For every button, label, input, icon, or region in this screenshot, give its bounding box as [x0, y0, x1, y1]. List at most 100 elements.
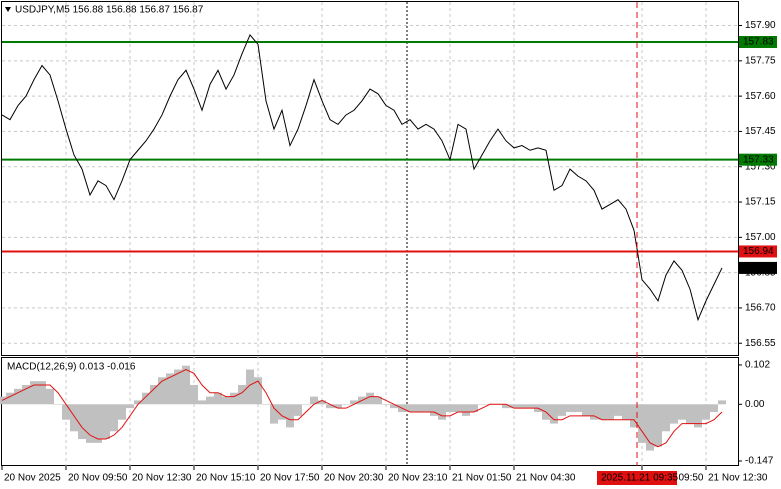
histogram-bar	[150, 385, 158, 405]
histogram-bar	[30, 381, 38, 405]
x-tick-label: 20 Nov 17:50	[260, 473, 320, 484]
level-label: 157.33	[743, 154, 774, 165]
histogram-bar	[214, 392, 222, 405]
y-tick-label: 156.70	[745, 303, 776, 314]
histogram-bar	[142, 392, 150, 405]
y-tick-label: 157.00	[745, 232, 776, 243]
histogram-bar	[582, 404, 590, 416]
histogram-bar	[622, 404, 630, 420]
last-price-tag	[739, 261, 777, 274]
histogram-bar	[550, 404, 558, 424]
y-tick-label: 157.90	[745, 20, 776, 31]
histogram-bar	[94, 404, 102, 443]
level-tag	[739, 36, 777, 49]
y-tick-label: 157.30	[745, 161, 776, 172]
y-tick-label: 0.102	[745, 360, 770, 371]
histogram-bar	[318, 400, 326, 405]
histogram-bar	[126, 404, 134, 409]
chart-title: USDJPY,M5 156.88 156.88 156.87 156.87	[15, 5, 204, 16]
y-tick-label: 157.15	[745, 197, 776, 208]
histogram-bar	[430, 404, 438, 416]
histogram-bar	[6, 392, 14, 405]
histogram-bar	[406, 404, 414, 412]
x-tick-label: 21 Nov 04:30	[516, 473, 576, 484]
level-label: 157.83	[743, 37, 774, 48]
plot	[0, 34, 738, 451]
price-frame	[1, 1, 739, 356]
y-tick-label: 157.45	[745, 126, 776, 137]
histogram-bar	[510, 404, 518, 409]
histogram-bar	[294, 404, 302, 416]
histogram-bar	[54, 404, 62, 405]
x-tick-label: 21 Nov 12:30	[708, 473, 768, 484]
histogram-bar	[654, 404, 662, 447]
histogram-bar	[438, 404, 446, 420]
histogram-bar	[446, 404, 454, 412]
histogram-bar	[102, 404, 110, 439]
histogram-bar	[62, 404, 70, 420]
y-tick-label: 156.55	[745, 338, 776, 349]
histogram-bar	[286, 404, 294, 428]
histogram-bar	[342, 404, 350, 405]
histogram-bar	[118, 404, 126, 420]
histogram-bar	[302, 404, 310, 405]
histogram-bar	[462, 404, 470, 416]
histogram-bar	[270, 404, 278, 424]
histogram-bar	[718, 400, 726, 405]
histogram-bar	[662, 404, 670, 432]
histogram-bar	[246, 369, 254, 405]
histogram-bar	[686, 404, 694, 424]
axes: 157.90 157.75 157.60 157.45 157.30 157.15 157.…	[1, 20, 777, 485]
price-line	[1, 34, 723, 322]
histogram-bar	[478, 404, 486, 405]
histogram-bar	[278, 404, 286, 420]
y-tick-label: 157.75	[745, 55, 776, 66]
histogram-bar	[222, 396, 230, 405]
x-tick-label: 20 Nov 2025	[4, 473, 61, 484]
x-tick-label: 20 Nov 12:30	[132, 473, 192, 484]
histogram-bar	[414, 404, 422, 412]
histogram-bar	[262, 404, 270, 405]
histogram-bar	[238, 385, 246, 405]
y-tick-label: 0.00	[745, 399, 765, 410]
macd-title: MACD(12,26,9) 0.013 -0.016	[7, 362, 136, 373]
histogram-bar	[646, 404, 654, 451]
histogram-bar	[38, 381, 46, 405]
histogram-bar	[598, 404, 606, 420]
histogram-bar	[46, 388, 54, 405]
histogram-bar	[22, 385, 30, 405]
histogram-bar	[614, 404, 622, 416]
histogram-bar	[518, 404, 526, 409]
histogram-bar	[78, 404, 86, 439]
histogram-bar	[70, 404, 78, 432]
x-tick-label: 20 Nov 20:30	[324, 473, 384, 484]
histogram-bar	[174, 369, 182, 405]
histogram-bar	[422, 404, 430, 412]
x-tick-label: 21 Nov 01:50	[452, 473, 512, 484]
y-tick-label: -0.147	[745, 456, 774, 467]
histogram-bar	[502, 404, 510, 409]
histogram-bar	[678, 404, 686, 420]
histogram-bar	[574, 404, 582, 412]
histogram-bar	[110, 404, 118, 432]
histogram-bar	[326, 404, 334, 409]
histogram-bar	[694, 404, 702, 428]
x-tick-label: 20 Nov 23:10	[388, 473, 448, 484]
histogram-bar	[566, 404, 574, 412]
cursor-label: 2025.11.21 09:35	[601, 473, 679, 484]
histogram-bar	[470, 404, 478, 412]
x-tick-label: 20 Nov 09:50	[68, 473, 128, 484]
histogram-bar	[182, 365, 190, 405]
histogram-bar	[334, 404, 342, 409]
histogram-bar	[254, 377, 262, 405]
histogram-bar	[230, 392, 238, 405]
histogram-bar	[526, 404, 534, 409]
level-tag	[739, 153, 777, 166]
histogram-bar	[630, 404, 638, 428]
histogram-bar	[382, 404, 390, 405]
histogram-bar	[166, 373, 174, 405]
histogram-bar	[670, 404, 678, 424]
signal-line	[1, 369, 723, 448]
histogram-bar	[310, 396, 318, 405]
